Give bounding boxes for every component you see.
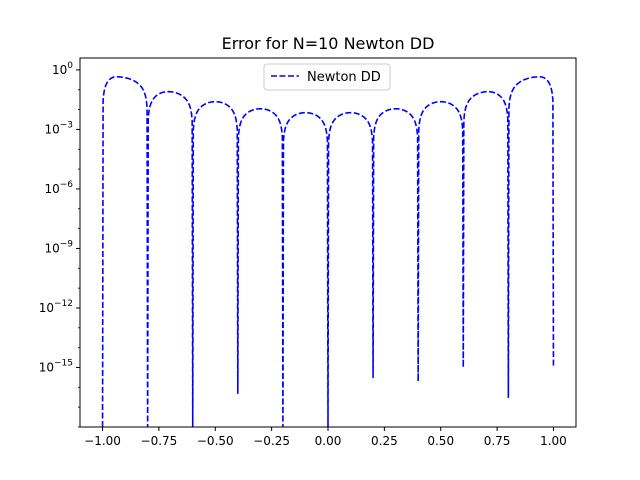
series-line-newton-dd xyxy=(101,75,555,427)
x-tick-label: −0.25 xyxy=(253,434,290,448)
legend-box xyxy=(263,63,391,91)
x-tick-label: 0.00 xyxy=(315,434,342,448)
y-tick-label: 10−3 xyxy=(44,120,73,136)
y-tick-label: 100 xyxy=(52,61,73,77)
y-tick-label: 10−9 xyxy=(44,239,73,255)
y-tick-label: 10−12 xyxy=(39,299,73,315)
y-tick-label: 10−6 xyxy=(44,180,73,196)
x-tick-label: 0.50 xyxy=(427,434,454,448)
x-tick-label: 0.25 xyxy=(371,434,398,448)
x-tick-label: 0.75 xyxy=(484,434,511,448)
chart-title: Error for N=10 Newton DD xyxy=(222,34,435,53)
legend: Newton DD xyxy=(263,63,391,91)
series-layer xyxy=(101,75,555,427)
x-tick-label: 1.00 xyxy=(540,434,567,448)
y-tick-label: 10−15 xyxy=(39,358,73,374)
legend-label-newton-dd: Newton DD xyxy=(307,70,381,85)
x-tick-label: −0.50 xyxy=(197,434,234,448)
x-tick-label: −0.75 xyxy=(141,434,178,448)
x-tick-label: −1.00 xyxy=(84,434,121,448)
axes-layer: −1.00 −0.75 −0.50 −0.25 0.00 0.25 0.50 0.75 1.00… xyxy=(39,57,577,448)
